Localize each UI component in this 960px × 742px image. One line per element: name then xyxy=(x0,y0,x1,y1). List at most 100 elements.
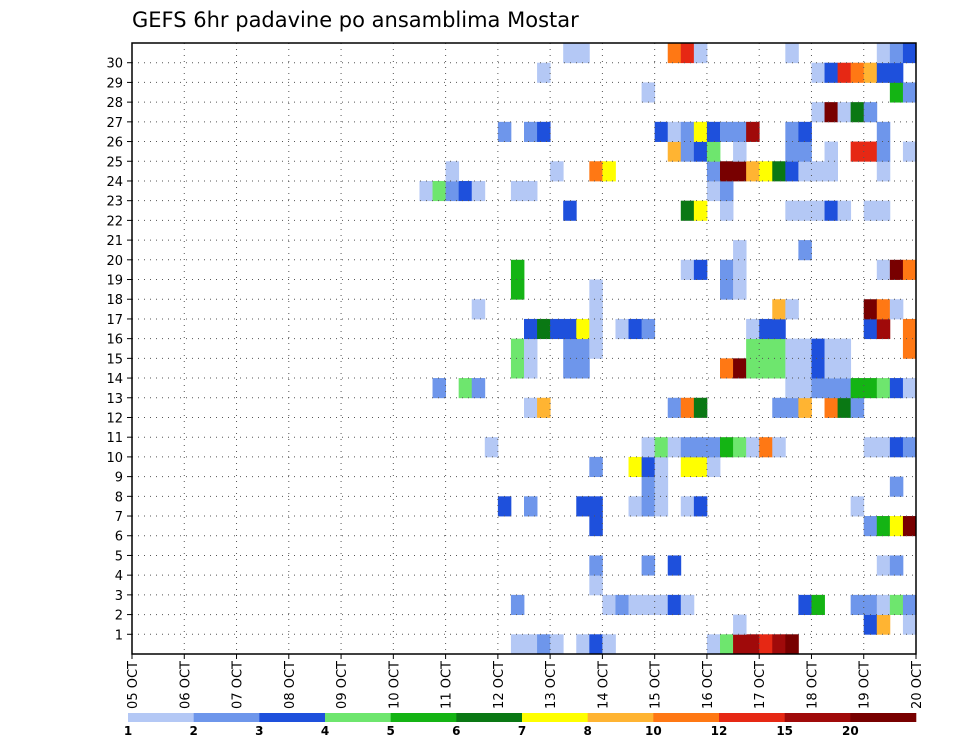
heatmap-cell xyxy=(680,141,695,162)
heatmap-cell xyxy=(576,338,590,359)
heatmap-cell xyxy=(563,318,577,340)
heatmap-cell xyxy=(720,259,734,280)
heatmap-cell xyxy=(641,437,656,458)
heatmap-cell xyxy=(733,279,747,300)
heatmap-cell xyxy=(811,358,825,379)
heatmap-cell xyxy=(876,318,891,340)
heatmap-cell xyxy=(693,121,708,142)
heatmap-cell xyxy=(432,378,446,399)
heatmap-cell xyxy=(641,594,656,615)
x-tick-label: 13 OCT xyxy=(544,661,559,709)
heatmap-cell xyxy=(589,338,603,359)
y-tick-label: 26 xyxy=(106,136,123,151)
y-tick-label: 6 xyxy=(115,530,123,545)
heatmap-cell xyxy=(824,338,838,359)
heatmap-cell xyxy=(798,200,812,221)
x-tick-label: 08 OCT xyxy=(283,661,298,709)
heatmap-cell xyxy=(889,62,904,83)
heatmap-cell xyxy=(576,496,590,517)
colorbar-swatch xyxy=(522,713,588,722)
heatmap-cell xyxy=(837,102,852,123)
heatmap-cell xyxy=(510,594,525,615)
heatmap-cell xyxy=(576,634,590,655)
heatmap-cell xyxy=(889,299,904,320)
heatmap-cell xyxy=(471,378,486,399)
heatmap-cell xyxy=(628,318,642,340)
y-tick-label: 5 xyxy=(115,549,123,564)
heatmap-cell xyxy=(746,161,760,182)
heatmap-cell xyxy=(720,634,734,655)
heatmap-cell xyxy=(772,318,786,340)
heatmap-cell xyxy=(680,496,695,517)
x-tick-label: 11 OCT xyxy=(440,661,455,709)
heatmap-cell xyxy=(837,338,852,359)
heatmap-cell xyxy=(759,358,773,379)
y-tick-marks xyxy=(127,62,132,635)
heatmap-cell xyxy=(706,161,721,182)
heatmap-cell xyxy=(654,437,669,458)
heatmap-cell xyxy=(733,161,747,182)
heatmap-cell xyxy=(602,161,616,182)
heatmap-cell xyxy=(889,594,904,615)
heatmap-cell xyxy=(733,634,747,655)
colorbar-swatch xyxy=(653,713,720,722)
x-tick-label: 17 OCT xyxy=(753,661,768,709)
chart-title: GEFS 6hr padavine po ansamblima Mostar xyxy=(132,8,579,32)
heatmap-cell xyxy=(706,121,721,142)
heatmap-cell xyxy=(863,318,878,340)
heatmap-cell xyxy=(746,121,760,142)
heatmap-cell xyxy=(772,634,786,655)
heatmap-cell xyxy=(902,594,917,615)
heatmap-cell xyxy=(876,516,891,537)
heatmap-cell xyxy=(510,358,525,379)
heatmap-cell xyxy=(641,476,656,497)
heatmap-cell xyxy=(850,62,865,83)
colorbar-label: 4 xyxy=(321,724,329,738)
heatmap-cell xyxy=(720,121,734,142)
heatmap-cell xyxy=(902,82,917,103)
heatmap-cell xyxy=(785,634,799,655)
y-tick-label: 11 xyxy=(106,431,123,446)
heatmap-cell xyxy=(772,299,786,320)
heatmap-cell xyxy=(589,299,603,320)
heatmap-cell xyxy=(589,634,603,655)
heatmap-cell xyxy=(850,594,865,615)
heatmap-cell xyxy=(720,200,734,221)
heatmap-cell xyxy=(902,614,917,635)
colorbar-swatch xyxy=(390,713,457,722)
heatmap-cell xyxy=(680,397,695,418)
y-tick-label: 3 xyxy=(115,589,123,604)
heatmap-cell xyxy=(589,496,603,517)
heatmap-cell xyxy=(615,594,629,615)
heatmap-cell xyxy=(772,358,786,379)
colorbar-swatch xyxy=(456,713,523,722)
heatmap-cell xyxy=(563,43,577,64)
heatmap-cell xyxy=(889,259,904,280)
heatmap-cell xyxy=(811,378,825,399)
heatmap-cell xyxy=(706,437,721,458)
y-tick-label: 29 xyxy=(106,76,123,91)
heatmap-cell xyxy=(759,437,773,458)
heatmap-cell xyxy=(876,62,891,83)
heatmap-cell xyxy=(850,378,865,399)
colorbar-label: 12 xyxy=(711,724,728,738)
heatmap-cell xyxy=(746,358,760,379)
heatmap-cell xyxy=(628,594,642,615)
heatmap-cell xyxy=(811,102,825,123)
heatmap-cell xyxy=(785,161,799,182)
y-tick-label: 4 xyxy=(115,569,123,584)
heatmap-cell xyxy=(693,437,708,458)
y-tick-label: 2 xyxy=(115,609,123,624)
heatmap-cell xyxy=(733,358,747,379)
heatmap-cell xyxy=(550,634,564,655)
heatmap-cell xyxy=(720,358,734,379)
heatmap-cell xyxy=(772,437,786,458)
heatmap-cell xyxy=(589,575,603,596)
colorbar-swatch xyxy=(850,713,917,722)
heatmap-cell xyxy=(641,496,656,517)
heatmap-cell xyxy=(537,62,551,83)
heatmap-cell xyxy=(537,121,551,142)
heatmap-cell xyxy=(654,121,669,142)
heatmap-cell xyxy=(693,397,708,418)
heatmap-cell xyxy=(550,161,564,182)
